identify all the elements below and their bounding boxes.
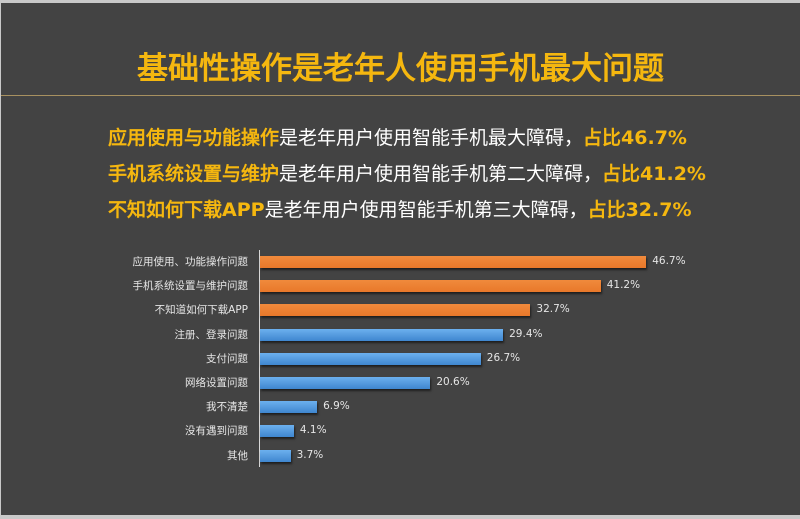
- bar: [260, 256, 647, 268]
- finding-text: 是老年用户使用智能手机最大障碍，: [279, 127, 584, 149]
- chart-row: 注册、登录问题 29.4%: [0, 327, 800, 343]
- chart-row: 手机系统设置与维护问题 41.2%: [0, 279, 800, 294]
- finding-percent: 占比46.7%: [583, 127, 687, 149]
- finding-text: 是老年用户使用智能手机第三大障碍，: [264, 199, 588, 221]
- bar: [260, 401, 318, 414]
- finding-1: 应用使用与功能操作是老年用户使用智能手机最大障碍，占比46.7%: [108, 120, 706, 156]
- finding-percent: 占比41.2%: [602, 163, 706, 185]
- title-divider: [1, 95, 800, 96]
- finding-text: 是老年用户使用智能手机第二大障碍，: [279, 163, 603, 185]
- bar: [260, 425, 294, 438]
- chart-row: 应用使用、功能操作问题 46.7%: [0, 255, 800, 270]
- category-label: 网络设置问题: [185, 377, 248, 389]
- chart-row: 没有遇到问题 4.1%: [0, 424, 800, 439]
- finding-percent: 占比32.7%: [587, 199, 692, 221]
- chart-row: 其他 3.7%: [0, 448, 800, 464]
- category-label: 其他: [227, 449, 248, 462]
- category-axis: [259, 250, 260, 467]
- value-label: 46.7%: [652, 255, 686, 267]
- category-label: 支付问题: [206, 352, 248, 365]
- category-label: 不知道如何下载APP: [154, 304, 248, 317]
- value-label: 32.7%: [536, 303, 570, 316]
- category-label: 手机系统设置与维护问题: [132, 280, 249, 293]
- finding-highlight: 不知如何下载APP: [108, 199, 265, 221]
- bar: [260, 304, 531, 317]
- slide-title: 基础性操作是老年人使用手机最大问题: [137, 51, 664, 87]
- category-label: 我不清楚: [206, 401, 248, 414]
- key-findings: 应用使用与功能操作是老年用户使用智能手机最大障碍，占比46.7% 手机系统设置与…: [108, 120, 706, 228]
- category-label: 应用使用、功能操作问题: [132, 256, 249, 268]
- bar: [260, 377, 431, 389]
- finding-highlight: 应用使用与功能操作: [108, 127, 280, 149]
- bar: [260, 449, 291, 462]
- bar: [260, 352, 481, 365]
- finding-3: 不知如何下载APP是老年用户使用智能手机第三大障碍，占比32.7%: [108, 192, 706, 228]
- bar: [260, 328, 504, 341]
- chart-row: 网络设置问题 20.6%: [0, 376, 800, 391]
- category-label: 没有遇到问题: [185, 425, 248, 438]
- finding-highlight: 手机系统设置与维护: [108, 163, 280, 185]
- slide: 基础性操作是老年人使用手机最大问题 应用使用与功能操作是老年用户使用智能手机最大…: [1, 3, 800, 515]
- bar: [260, 280, 601, 293]
- category-label: 注册、登录问题: [174, 328, 249, 341]
- finding-2: 手机系统设置与维护是老年用户使用智能手机第二大障碍，占比41.2%: [108, 156, 706, 192]
- value-label: 6.9%: [323, 400, 350, 413]
- value-label: 20.6%: [436, 376, 470, 388]
- chart-row: 我不清楚 6.9%: [0, 400, 800, 415]
- value-label: 41.2%: [606, 279, 641, 292]
- value-label: 3.7%: [296, 448, 324, 461]
- chart-row: 不知道如何下载APP 32.7%: [0, 303, 800, 318]
- value-label: 26.7%: [486, 351, 521, 364]
- value-label: 4.1%: [299, 424, 327, 437]
- value-label: 29.4%: [509, 327, 543, 340]
- chart-row: 支付问题 26.7%: [0, 351, 800, 367]
